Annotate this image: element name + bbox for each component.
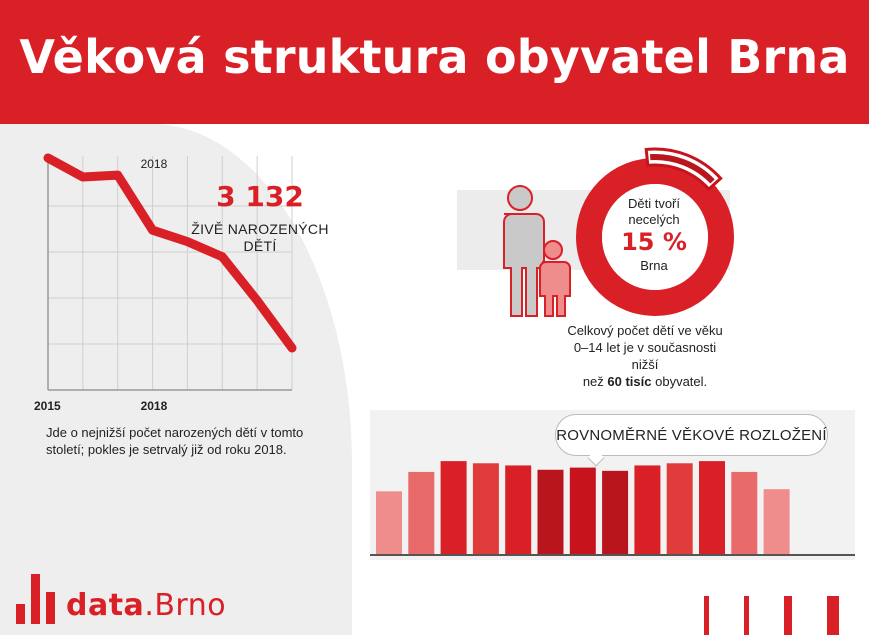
caption-bold: 60 tisíc	[607, 374, 652, 389]
chart-labels: 2015 2018 2018	[34, 157, 168, 413]
distribution-bar	[634, 465, 661, 554]
distribution-bars	[370, 461, 855, 556]
logo-suffix: .Brno	[144, 588, 227, 623]
donut-center	[602, 184, 708, 290]
births-count-label: ŽIVĚ NAROZENÝCH DĚTÍ	[190, 221, 330, 255]
logo-name: data	[66, 588, 145, 623]
births-label-line1: ŽIVĚ NAROZENÝCH	[191, 221, 329, 237]
distribution-bar	[602, 470, 629, 554]
caption-pre: než	[582, 374, 608, 389]
births-series-line	[43, 153, 297, 353]
chart-series	[43, 153, 297, 353]
logo-wordmark: data.Brno	[66, 588, 226, 623]
distribution-bar	[472, 463, 499, 554]
x-tick-label-2018: 2018	[141, 399, 168, 413]
header-banner: Věková struktura obyvatel Brna	[0, 0, 869, 124]
deco-bar-4	[827, 596, 839, 635]
distribution-bar	[763, 489, 790, 554]
logo-bars-icon	[16, 574, 55, 624]
caption-post: obyvatel.	[651, 374, 708, 389]
children-figure	[503, 147, 734, 317]
deco-bar-1	[704, 596, 709, 635]
adult-figure-icon	[503, 185, 545, 317]
distribution-bar	[537, 469, 564, 554]
distribution-bar	[376, 491, 402, 554]
annotation-2018: 2018	[141, 157, 168, 171]
births-label-line2: DĚTÍ	[243, 238, 277, 254]
distribution-label: ROVNOMĚRNÉ VĚKOVÉ ROZLOŽENÍ	[556, 427, 827, 444]
births-note: Jde o nejnižší počet narozených dětí v t…	[46, 425, 304, 457]
child-figure-icon	[539, 240, 571, 317]
donut-text-1: Děti tvoří	[627, 196, 680, 211]
donut-ring	[576, 158, 734, 316]
children-caption: Celkový počet dětí ve věku 0–14 let je v…	[560, 322, 730, 390]
births-line-chart: 2015 2018 2018	[34, 153, 297, 413]
x-tick-label-2015: 2015	[34, 399, 61, 413]
donut-percent: 15 %	[621, 228, 687, 256]
donut-chart	[576, 147, 734, 316]
donut-text-3: Brna	[640, 258, 668, 273]
births-count: 3 132	[216, 180, 304, 213]
distribution-bar	[505, 465, 532, 554]
deco-bar-3	[784, 596, 792, 635]
caption-line3: než 60 tisíc obyvatel.	[560, 373, 730, 390]
distribution-bar	[440, 461, 467, 554]
caption-line1: Celkový počet dětí ve věku	[567, 323, 723, 338]
distribution-bar	[569, 467, 596, 554]
distribution-bar	[699, 461, 725, 554]
donut-slice-children	[650, 154, 715, 184]
donut-text-2: necelých	[628, 212, 680, 227]
distribution-bar	[408, 471, 435, 554]
page-title: Věková struktura obyvatel Brna	[19, 30, 850, 84]
distribution-bar	[666, 463, 693, 554]
caption-line2: 0–14 let je v současnosti nižší	[573, 340, 717, 372]
distribution-bar	[731, 471, 758, 554]
deco-bar-2	[744, 596, 749, 635]
chart-axes	[47, 154, 292, 391]
age-distribution-chart	[370, 461, 855, 556]
speech-bubble	[555, 414, 828, 456]
